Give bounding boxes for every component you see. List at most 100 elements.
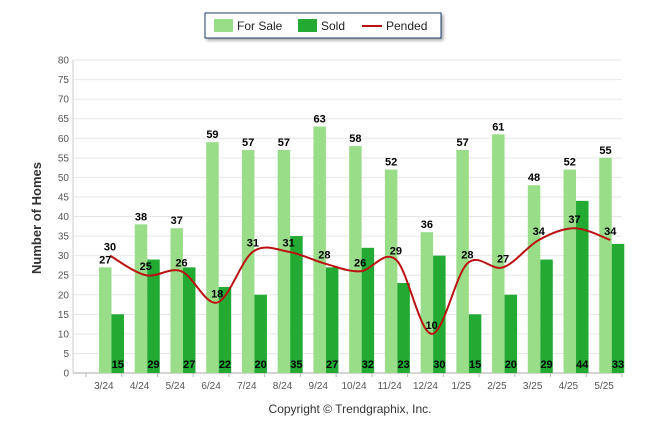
sold-value-label: 22 — [219, 359, 231, 371]
for-sale-bar — [384, 169, 398, 373]
for-sale-bar — [599, 157, 612, 373]
x-tick-label: 7/24 — [237, 381, 257, 392]
for-sale-bar — [99, 267, 112, 373]
x-tick-label: 5/25 — [594, 381, 614, 392]
sold-bar — [111, 314, 124, 373]
pended-value-label: 10 — [425, 320, 437, 332]
y-tick-label: 60 — [58, 134, 70, 145]
y-tick-label: 25 — [58, 271, 70, 282]
legend-item-pended: Pended — [362, 19, 427, 33]
for-sale-value-label: 37 — [171, 215, 183, 227]
for-sale-bar — [527, 185, 541, 373]
sold-bar — [504, 294, 518, 373]
sold-bar — [254, 294, 267, 373]
data-labels: 27 15 38 29 37 27 59 22 57 20 57 35 63 27 58 32 52 23 36 30… — [99, 114, 624, 371]
sold-value-label: 27 — [326, 359, 338, 371]
y-tick-label: 75 — [58, 75, 70, 86]
x-tick-label: 2/25 — [487, 381, 507, 392]
sold-bar — [433, 255, 446, 373]
y-axis-title: Number of Homes — [29, 162, 44, 274]
legend-item-for-sale: For Sale — [214, 19, 283, 33]
x-tick-label: 10/24 — [341, 381, 366, 392]
for-sale-value-label: 38 — [135, 211, 147, 223]
sold-value-label: 15 — [469, 359, 481, 371]
y-tick-label: 55 — [58, 153, 70, 164]
legend-label: For Sale — [237, 19, 283, 33]
sold-bar — [468, 314, 482, 373]
x-tick-label: 1/25 — [451, 381, 471, 392]
x-tick-label: 9/24 — [309, 381, 329, 392]
sold-value-label: 29 — [147, 359, 159, 371]
pended-value-label: 29 — [390, 246, 402, 258]
pended-value-label: 28 — [461, 249, 473, 261]
x-tick-label: 5/24 — [166, 381, 186, 392]
y-tick-label: 80 — [58, 56, 70, 67]
y-tick-label: 5 — [63, 349, 69, 360]
y-tick-label: 65 — [58, 114, 70, 125]
x-tick-label: 3/24 — [94, 381, 114, 392]
sold-bar — [182, 267, 196, 373]
y-tick-label: 70 — [58, 95, 70, 106]
x-tick-label: 4/24 — [130, 381, 150, 392]
for-sale-bar — [241, 149, 255, 373]
for-sale-bar — [206, 142, 219, 373]
sold-value-label: 35 — [290, 359, 302, 371]
gridlines — [73, 59, 622, 374]
sold-bar — [397, 283, 410, 373]
legend-label: Sold — [321, 19, 345, 33]
for-sale-bar — [563, 169, 577, 373]
x-tick-label: 8/24 — [273, 381, 293, 392]
y-tick-label: 50 — [58, 173, 70, 184]
y-tick-label: 30 — [58, 251, 70, 262]
sold-value-label: 33 — [612, 359, 624, 371]
for-sale-bar — [492, 134, 505, 373]
for-sale-value-label: 59 — [206, 129, 218, 141]
legend-item-sold: Sold — [298, 19, 345, 33]
for-sale-bar — [134, 224, 148, 373]
pended-line — [109, 227, 611, 335]
for-sale-value-label: 52 — [564, 157, 576, 169]
legend-label: Pended — [386, 19, 427, 33]
pended-value-label: 26 — [354, 257, 366, 269]
legend-swatch — [298, 19, 317, 32]
sold-bar — [540, 259, 553, 373]
for-sale-value-label: 27 — [99, 254, 111, 266]
for-sale-value-label: 58 — [349, 133, 361, 145]
sold-bar — [290, 236, 303, 373]
pended-value-label: 37 — [568, 214, 580, 226]
for-sale-value-label: 55 — [599, 145, 611, 157]
sold-value-label: 20 — [255, 359, 267, 371]
sold-value-label: 27 — [183, 359, 195, 371]
sold-bar — [576, 200, 589, 373]
sold-value-label: 29 — [540, 359, 552, 371]
pended-value-label: 26 — [175, 257, 187, 269]
for-sale-value-label: 57 — [278, 137, 290, 149]
sold-value-label: 44 — [576, 359, 589, 371]
x-tick-label: 6/24 — [201, 381, 221, 392]
for-sale-bar — [170, 228, 183, 373]
for-sale-value-label: 52 — [385, 157, 397, 169]
sold-bar — [147, 259, 160, 373]
pended-value-label: 25 — [140, 261, 152, 273]
sold-value-label: 23 — [397, 359, 409, 371]
for-sale-bar — [420, 232, 434, 373]
x-tick-label: 4/25 — [559, 381, 579, 392]
axes: Number of Homes 0 5 10 15 20 25 30 35 40 45 50 55 60… — [29, 56, 623, 392]
x-tick-label: 11/24 — [378, 381, 403, 392]
pended-value-label: 34 — [533, 226, 546, 238]
sold-value-label: 30 — [433, 359, 445, 371]
sold-value-label: 32 — [362, 359, 374, 371]
pended-line-layer — [109, 227, 611, 335]
y-tick-label: 35 — [58, 232, 70, 243]
for-sale-value-label: 36 — [421, 219, 433, 231]
pended-value-label: 28 — [318, 249, 330, 261]
for-sale-bar — [313, 126, 326, 373]
legend: For Sale Sold Pended — [204, 12, 442, 39]
for-sale-value-label: 61 — [492, 121, 504, 133]
sold-bar — [361, 247, 375, 373]
sold-value-label: 15 — [112, 359, 124, 371]
sold-value-label: 20 — [505, 359, 517, 371]
for-sale-value-label: 63 — [314, 114, 326, 126]
